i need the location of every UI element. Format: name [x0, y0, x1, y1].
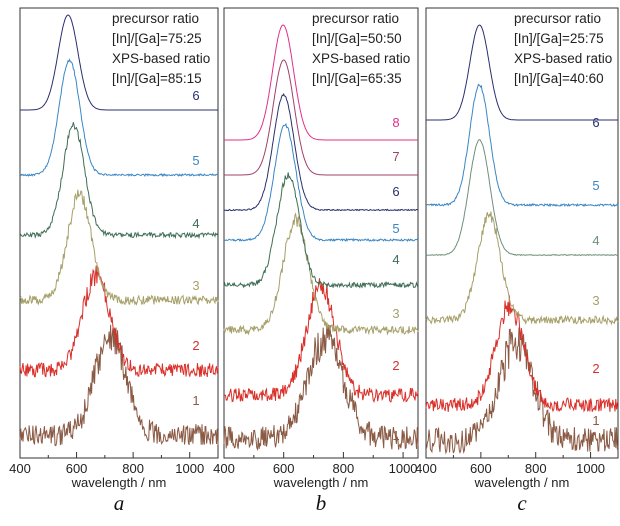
- series-line-3: [19, 189, 219, 306]
- x-tick-label: 800: [333, 461, 355, 476]
- series-label-5: 5: [192, 153, 199, 168]
- plot-frame: [19, 7, 219, 459]
- annotation-line: [In]/[Ga]=75:25: [112, 31, 202, 46]
- series-line-4: [19, 122, 219, 240]
- series-line-2: [425, 295, 619, 413]
- annotation-line: [In]/[Ga]=40:60: [514, 71, 604, 86]
- panel-c: 1 2 3 4 5 6 400 600 800 1000 wavelength / nm precur…: [415, 7, 619, 515]
- series-label-6: 6: [392, 184, 399, 199]
- annotation-line: precursor ratio: [514, 11, 601, 26]
- series-label-2: 2: [592, 361, 599, 376]
- panel-letter: a: [114, 491, 125, 515]
- series-line-3: [223, 212, 419, 336]
- annotation-line: XPS-based ratio: [312, 51, 410, 66]
- series-label-4: 4: [592, 233, 599, 248]
- x-tick-label: 600: [66, 461, 88, 476]
- series-line-5: [223, 122, 419, 243]
- series-line-6: [20, 14, 218, 111]
- series-label-6: 6: [192, 88, 199, 103]
- series-label-1: 1: [592, 413, 599, 428]
- panel-a: 1 2 3 4 5 6 400 600 800 1000 wavelength / nm precur…: [9, 7, 219, 515]
- series-line-6: [426, 24, 618, 121]
- x-tick-label: 600: [273, 461, 295, 476]
- series-label-4: 4: [192, 216, 199, 231]
- annotation-line: precursor ratio: [312, 11, 399, 26]
- panel-letter: c: [517, 491, 527, 515]
- x-tick-label: 800: [525, 461, 547, 476]
- series-line-3: [425, 211, 619, 326]
- series-label-3: 3: [592, 293, 599, 308]
- series-label-8: 8: [392, 115, 399, 130]
- series-line-8: [224, 24, 418, 141]
- series-label-5: 5: [392, 221, 399, 236]
- x-tick-label: 1000: [576, 461, 605, 476]
- series-line-2: [19, 265, 219, 378]
- series-line-4: [425, 139, 619, 257]
- series-line-7: [224, 59, 418, 176]
- series-label-7: 7: [392, 149, 399, 164]
- series-label-2: 2: [192, 338, 199, 353]
- annotation-line: XPS-based ratio: [112, 51, 210, 66]
- series-line-1: [425, 327, 619, 455]
- plot-frame: [223, 7, 419, 459]
- x-tick-label: 1000: [389, 461, 418, 476]
- annotation-line: [In]/[Ga]=65:35: [312, 71, 402, 86]
- series-line-4: [223, 172, 419, 289]
- series-label-3: 3: [392, 306, 399, 321]
- annotation-line: precursor ratio: [112, 11, 199, 26]
- x-axis-label: wavelength / nm: [474, 475, 570, 490]
- annotation-line: [In]/[Ga]=25:75: [514, 31, 604, 46]
- x-axis-label: wavelength / nm: [273, 475, 369, 490]
- series-label-4: 4: [392, 252, 399, 267]
- panel-letter: b: [316, 491, 327, 515]
- x-tick-label: 1000: [175, 461, 204, 476]
- series-label-5: 5: [592, 178, 599, 193]
- series-label-6: 6: [592, 115, 599, 130]
- series-label-3: 3: [192, 278, 199, 293]
- annotation-line: [In]/[Ga]=85:15: [112, 71, 202, 86]
- series-line-6: [223, 92, 418, 212]
- x-tick-label: 400: [415, 461, 437, 476]
- x-axis-label: wavelength / nm: [71, 475, 167, 490]
- plot-frame: [425, 7, 619, 459]
- series-line-1: [19, 324, 219, 447]
- series-line-2: [223, 278, 419, 403]
- x-tick-label: 800: [122, 461, 144, 476]
- x-tick-label: 400: [9, 461, 31, 476]
- series-line-1: [223, 323, 419, 452]
- panel-b: 1 2 3 4 5 6 7 8 400 600 800 1000 wavelength / nm prec…: [213, 7, 419, 515]
- series-line-5: [425, 83, 619, 208]
- series-label-1: 1: [192, 393, 199, 408]
- annotation-line: [In]/[Ga]=50:50: [312, 31, 402, 46]
- series-label-2: 2: [392, 358, 399, 373]
- series-label-1: 1: [392, 428, 399, 443]
- x-tick-label: 400: [213, 461, 235, 476]
- annotation-line: XPS-based ratio: [514, 51, 612, 66]
- x-tick-label: 600: [470, 461, 492, 476]
- series-line-5: [19, 58, 219, 178]
